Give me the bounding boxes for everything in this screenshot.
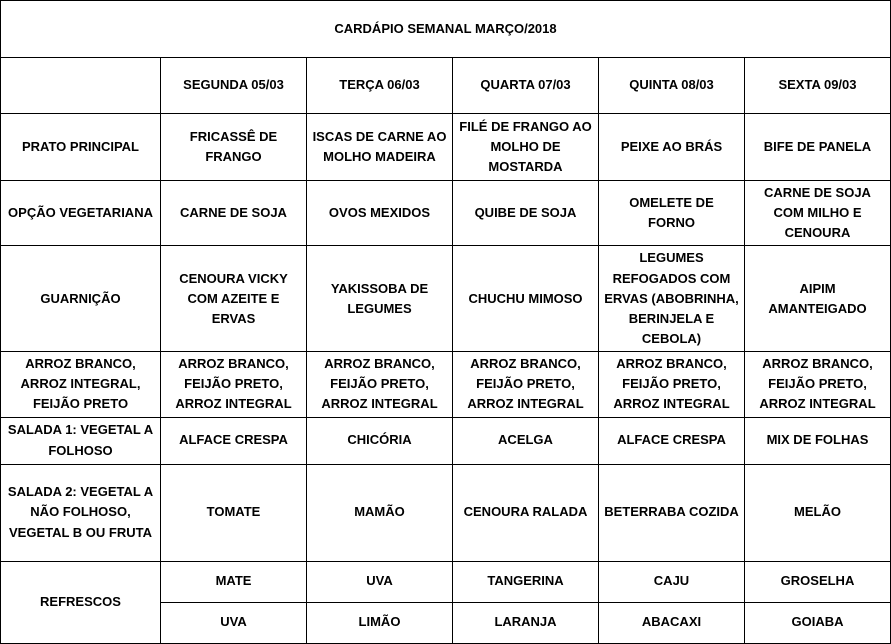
menu-cell: OVOS MEXIDOS	[306, 179, 453, 247]
day-header-terca: TERÇA 06/03	[306, 57, 453, 114]
row-guarnicao: GUARNIÇÃO CENOURA VICKY COM AZEITE E ERV…	[0, 245, 891, 353]
menu-cell: AIPIM AMANTEIGADO	[744, 245, 891, 353]
day-header-quarta: QUARTA 07/03	[452, 57, 599, 114]
menu-cell: CENOURA VICKY COM AZEITE E ERVAS	[160, 245, 307, 353]
menu-cell: ARROZ BRANCO, FEIJÃO PRETO, ARROZ INTEGR…	[598, 351, 745, 418]
menu-cell: ABACAXI	[598, 601, 745, 644]
row-label-arroz-feijao: ARROZ BRANCO, ARROZ INTEGRAL, FEIJÃO PRE…	[0, 351, 161, 418]
menu-cell: GOIABA	[744, 601, 891, 644]
menu-cell: CARNE DE SOJA	[160, 179, 307, 247]
menu-cell: ARROZ BRANCO, FEIJÃO PRETO, ARROZ INTEGR…	[452, 351, 599, 418]
menu-cell: LEGUMES REFOGADOS COM ERVAS (ABOBRINHA, …	[598, 245, 745, 353]
menu-cell: CENOURA RALADA	[452, 463, 599, 562]
row-salada-2: SALADA 2: VEGETAL A NÃO FOLHOSO, VEGETAL…	[0, 463, 891, 562]
row-label-prato-principal: PRATO PRINCIPAL	[0, 113, 161, 181]
menu-cell: ALFACE CRESPA	[160, 416, 307, 465]
menu-cell: ARROZ BRANCO, FEIJÃO PRETO, ARROZ INTEGR…	[306, 351, 453, 418]
row-label-salada-2: SALADA 2: VEGETAL A NÃO FOLHOSO, VEGETAL…	[0, 463, 161, 562]
menu-cell: QUIBE DE SOJA	[452, 179, 599, 247]
menu-cell: ALFACE CRESPA	[598, 416, 745, 465]
menu-cell: ARROZ BRANCO, FEIJÃO PRETO, ARROZ INTEGR…	[744, 351, 891, 418]
menu-cell: CHUCHU MIMOSO	[452, 245, 599, 353]
menu-cell: MELÃO	[744, 463, 891, 562]
row-label-guarnicao: GUARNIÇÃO	[0, 245, 161, 353]
corner-cell	[0, 57, 161, 114]
row-opcao-vegetariana: OPÇÃO VEGETARIANA CARNE DE SOJA OVOS MEX…	[0, 179, 891, 247]
menu-cell: LIMÃO	[306, 601, 453, 644]
menu-cell: CAJU	[598, 560, 745, 603]
row-arroz-feijao: ARROZ BRANCO, ARROZ INTEGRAL, FEIJÃO PRE…	[0, 351, 891, 418]
title-row: CARDÁPIO SEMANAL MARÇO/2018	[0, 0, 891, 58]
menu-cell: ARROZ BRANCO, FEIJÃO PRETO, ARROZ INTEGR…	[160, 351, 307, 418]
menu-cell: BIFE DE PANELA	[744, 113, 891, 181]
menu-cell: MIX DE FOLHAS	[744, 416, 891, 465]
day-header-segunda: SEGUNDA 05/03	[160, 57, 307, 114]
row-label-salada-1: SALADA 1: VEGETAL A FOLHOSO	[0, 416, 161, 465]
menu-cell: OMELETE DE FORNO	[598, 179, 745, 247]
row-prato-principal: PRATO PRINCIPAL FRICASSÊ DE FRANGO ISCAS…	[0, 113, 891, 181]
menu-cell: BETERRABA COZIDA	[598, 463, 745, 562]
menu-cell: LARANJA	[452, 601, 599, 644]
header-row: SEGUNDA 05/03 TERÇA 06/03 QUARTA 07/03 Q…	[0, 57, 891, 114]
menu-cell: ACELGA	[452, 416, 599, 465]
row-label-refrescos: REFRESCOS	[0, 560, 161, 644]
menu-cell: PEIXE AO BRÁS	[598, 113, 745, 181]
menu-cell: UVA	[160, 601, 307, 644]
menu-cell: YAKISSOBA DE LEGUMES	[306, 245, 453, 353]
menu-cell: TOMATE	[160, 463, 307, 562]
row-refrescos-1: REFRESCOS MATE UVA TANGERINA CAJU GROSEL…	[0, 560, 891, 644]
menu-cell: CHICÓRIA	[306, 416, 453, 465]
menu-cell: FILÉ DE FRANGO AO MOLHO DE MOSTARDA	[452, 113, 599, 181]
row-salada-1: SALADA 1: VEGETAL A FOLHOSO ALFACE CRESP…	[0, 416, 891, 465]
menu-cell: MAMÃO	[306, 463, 453, 562]
menu-cell: CARNE DE SOJA COM MILHO E CENOURA	[744, 179, 891, 247]
menu-cell: MATE	[160, 560, 307, 603]
menu-cell: UVA	[306, 560, 453, 603]
day-header-sexta: SEXTA 09/03	[744, 57, 891, 114]
day-header-quinta: QUINTA 08/03	[598, 57, 745, 114]
row-label-opcao-vegetariana: OPÇÃO VEGETARIANA	[0, 179, 161, 247]
page-title: CARDÁPIO SEMANAL MARÇO/2018	[0, 0, 891, 58]
menu-cell: GROSELHA	[744, 560, 891, 603]
menu-cell: FRICASSÊ DE FRANGO	[160, 113, 307, 181]
menu-cell: TANGERINA	[452, 560, 599, 603]
menu-cell: ISCAS DE CARNE AO MOLHO MADEIRA	[306, 113, 453, 181]
